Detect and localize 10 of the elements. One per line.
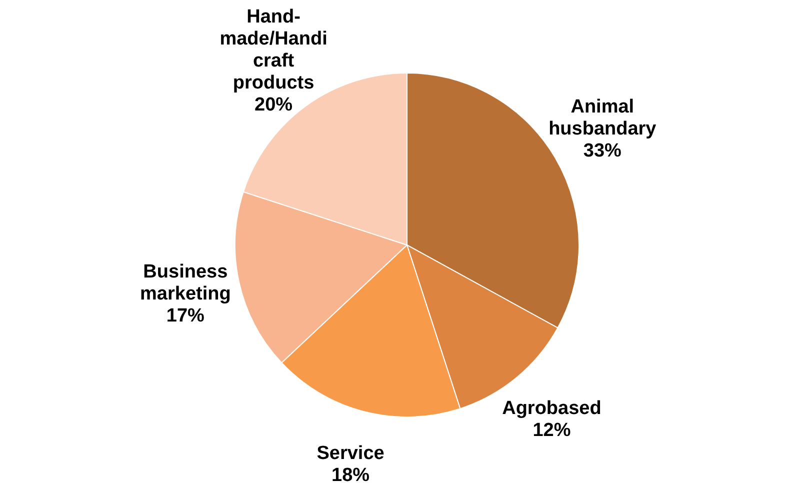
data-label: 12%: [532, 420, 571, 441]
slice-label: Agrobased: [502, 398, 602, 419]
data-label: 17%: [166, 306, 205, 327]
data-label: 33%: [583, 140, 622, 162]
slice-label: Hand-made/Handi craft products: [220, 6, 328, 94]
data-label: 18%: [332, 464, 370, 483]
slice-label: Animal husbandary: [548, 96, 657, 140]
slice-label: Service: [316, 442, 384, 464]
slice-label: Business marketing: [140, 262, 231, 305]
data-label: 20%: [254, 94, 293, 116]
